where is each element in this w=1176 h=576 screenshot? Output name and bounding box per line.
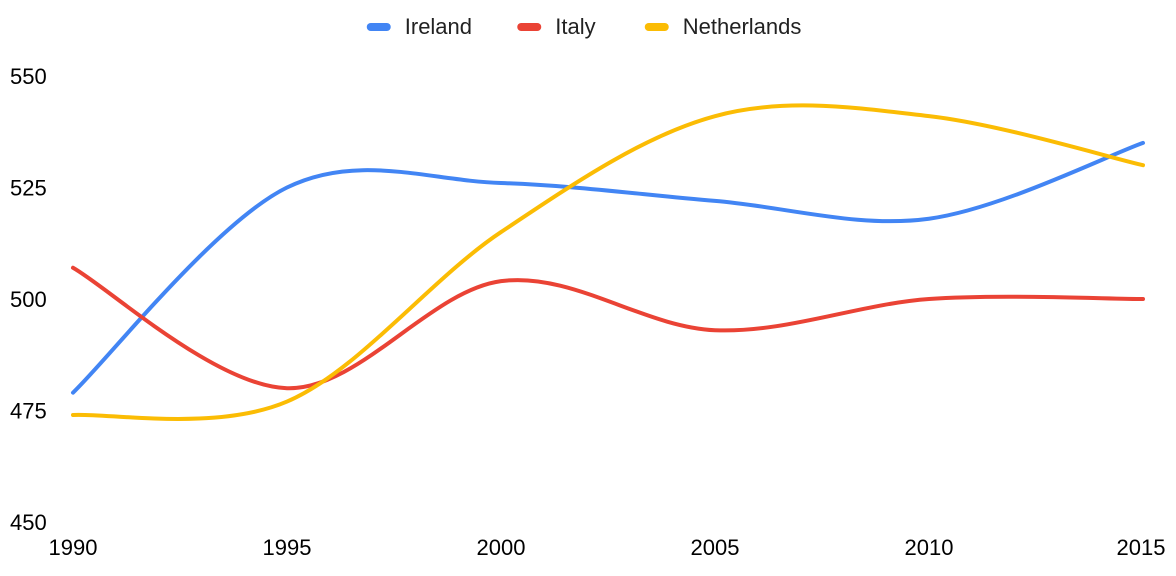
legend-label: Italy <box>555 14 595 39</box>
x-tick-label: 2005 <box>691 535 740 560</box>
legend-swatch <box>366 23 391 31</box>
x-axis: 1990 1995 2000 2005 2010 2015 <box>49 535 1166 560</box>
x-tick-label: 1995 <box>263 535 312 560</box>
legend-swatch <box>644 23 669 31</box>
legend-label: Ireland <box>405 14 472 39</box>
legend-item-ireland[interactable]: Ireland <box>366 14 472 39</box>
series-line-ireland <box>71 140 1145 395</box>
chart-legend: Ireland Italy Netherlands <box>366 14 802 39</box>
series-line-netherlands <box>71 103 1145 421</box>
y-tick-label: 525 <box>10 176 47 201</box>
legend-label: Netherlands <box>683 14 802 39</box>
x-tick-label: 2000 <box>477 535 526 560</box>
x-tick-label: 1990 <box>49 535 98 560</box>
y-tick-label: 475 <box>10 399 47 424</box>
x-tick-label: 2015 <box>1117 535 1166 560</box>
series-line-italy <box>71 265 1145 391</box>
x-tick-label: 2010 <box>905 535 954 560</box>
y-tick-label: 450 <box>10 510 47 535</box>
y-tick-label: 500 <box>10 287 47 312</box>
legend-item-italy[interactable]: Italy <box>517 14 596 39</box>
legend-swatch <box>517 23 542 31</box>
series-lines <box>71 103 1145 421</box>
legend-item-netherlands[interactable]: Netherlands <box>644 14 802 39</box>
y-tick-label: 550 <box>10 64 47 89</box>
y-axis: 450 475 500 525 550 <box>10 64 47 535</box>
